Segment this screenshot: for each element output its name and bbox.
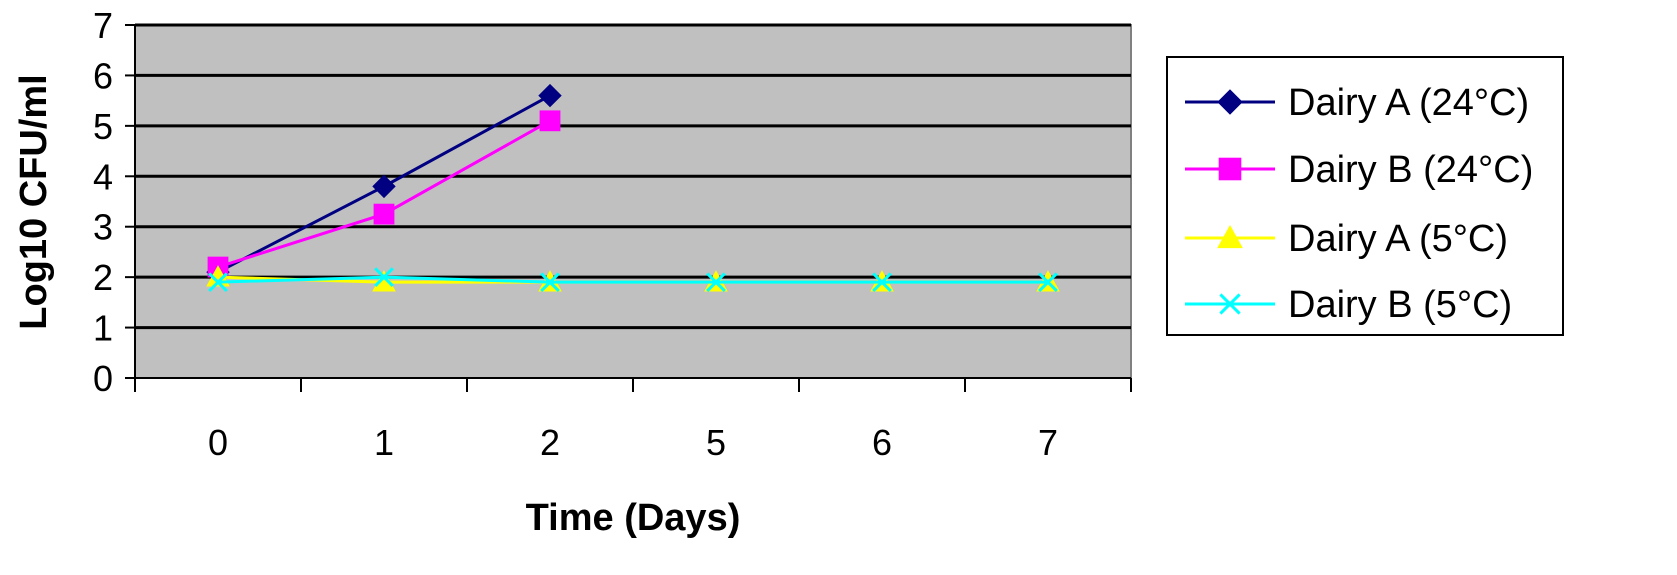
data-point-x: [374, 267, 394, 288]
x-marker-stroke: [1219, 293, 1241, 315]
x-tick-label: 6: [872, 422, 892, 463]
x-axis-ticks: 0 1 2 5 6 7: [134, 378, 1132, 463]
data-point-square: [539, 110, 561, 132]
y-tick-label: 5: [93, 106, 113, 147]
data-point-x: [872, 272, 892, 293]
y-tick-label: 2: [93, 257, 113, 298]
data-point-diamond: [538, 83, 562, 108]
legend-label: Dairy A (5°C): [1288, 218, 1508, 260]
gridlines: [135, 23, 1131, 330]
x-marker-stroke: [208, 272, 228, 293]
series-group: [208, 267, 1058, 293]
y-tick-label: 0: [93, 358, 113, 399]
x-tick-label: 2: [540, 422, 560, 463]
data-point-triangle: [1217, 224, 1243, 249]
legend-item: Dairy B (24°C): [1185, 149, 1533, 191]
x-tick-label: 1: [374, 422, 394, 463]
legend-item: Dairy B (5°C): [1185, 284, 1512, 326]
data-point-x: [540, 272, 560, 293]
x-axis-title: Time (Days): [526, 497, 741, 539]
x-tick-label: 5: [706, 422, 726, 463]
data-point-x: [1219, 293, 1241, 315]
data-point-square: [1218, 157, 1242, 181]
y-tick-label: 7: [93, 5, 113, 46]
y-tick-label: 1: [93, 308, 113, 349]
x-tick-label: 7: [1038, 422, 1058, 463]
data-point-diamond: [1217, 89, 1243, 115]
legend-label: Dairy A (24°C): [1288, 82, 1529, 124]
y-axis-title: Log10 CFU/ml: [13, 74, 55, 329]
series-group: [207, 110, 561, 278]
series-layer: [206, 83, 1060, 293]
x-marker-stroke: [374, 267, 394, 288]
legend-item: Dairy A (24°C): [1185, 82, 1529, 124]
y-tick-label: 3: [93, 207, 113, 248]
x-marker-stroke: [540, 272, 560, 293]
x-tick-label: 0: [208, 422, 228, 463]
legend-label: Dairy B (5°C): [1288, 284, 1512, 326]
series-line: [217, 275, 1048, 284]
y-tick-label: 6: [93, 55, 113, 96]
data-point-x: [1038, 272, 1058, 293]
legend-label: Dairy B (24°C): [1288, 149, 1533, 191]
legend-item: Dairy A (5°C): [1185, 218, 1508, 260]
y-tick-label: 4: [93, 156, 113, 197]
plot-area: [134, 24, 1132, 379]
y-axis-ticks: 0 1 2 3 4 5 6 7: [93, 5, 135, 399]
x-marker-stroke: [872, 272, 892, 293]
data-point-x: [208, 272, 228, 293]
data-point-square: [373, 203, 395, 225]
x-marker-stroke: [706, 272, 726, 293]
data-point-x: [706, 272, 726, 293]
x-marker-stroke: [1038, 272, 1058, 293]
data-point-diamond: [372, 174, 396, 199]
legend: Dairy A (24°C) Dairy B (24°C) Dairy A (5°C…: [1166, 56, 1564, 336]
